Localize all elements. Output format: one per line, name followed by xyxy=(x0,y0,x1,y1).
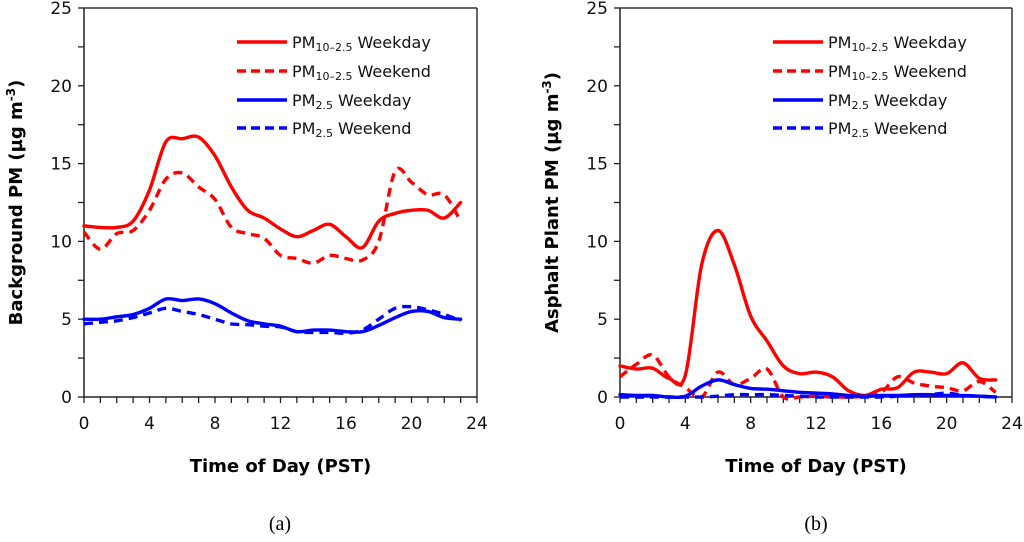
legend-entry-suffix: Weekend xyxy=(333,119,412,138)
legend-entry-subscript: 10–2.5 xyxy=(851,70,888,83)
x-tick-label: 0 xyxy=(615,414,626,434)
legend-entry-suffix: Weekday xyxy=(352,33,430,52)
legend-entry-base: PM xyxy=(828,33,851,52)
x-tick-label: 0 xyxy=(79,414,90,434)
y-tick-label: 10 xyxy=(50,232,72,252)
legend-entry-label: PM2.5 Weekday xyxy=(828,91,947,112)
y-axis-title-close: ) xyxy=(542,72,563,80)
legend-entry-suffix: Weekday xyxy=(888,33,966,52)
y-axis-title-superscript: -3 xyxy=(4,88,18,101)
x-tick-label: 24 xyxy=(466,414,488,434)
y-axis-title-superscript: -3 xyxy=(540,80,554,93)
legend-entry-label: PM10–2.5 Weekend xyxy=(292,62,431,83)
y-axis-title: Background PM (µg m-3) xyxy=(4,80,27,326)
y-tick-label: 5 xyxy=(597,310,608,330)
y-axis-title-main: Background PM (µg m xyxy=(6,101,27,325)
legend-entry-base: PM xyxy=(292,33,315,52)
y-tick-label: 25 xyxy=(50,0,72,19)
series-line-pm2-5-weekend xyxy=(620,391,996,399)
legend-entry-label: PM10–2.5 Weekday xyxy=(828,33,967,54)
legend-entry-base: PM xyxy=(828,91,851,110)
y-tick-label: 10 xyxy=(586,232,608,252)
legend-entry-label: PM10–2.5 Weekday xyxy=(292,33,431,54)
y-tick-label: 15 xyxy=(50,155,72,175)
legend-entry-base: PM xyxy=(292,91,315,110)
panel-label: (a) xyxy=(269,513,291,535)
series-line-pm10-2-5-weekday xyxy=(82,134,463,250)
y-tick-label: 20 xyxy=(50,77,72,97)
legend-entry-label: PM2.5 Weekend xyxy=(292,119,411,140)
y-tick-label: 0 xyxy=(61,388,72,408)
legend-entry-base: PM xyxy=(828,119,851,138)
y-axis-title-main: Asphalt Plant PM (µg m xyxy=(542,94,563,333)
y-axis-title: Asphalt Plant PM (µg m-3) xyxy=(540,72,563,333)
panel-label: (b) xyxy=(804,513,827,535)
legend-entry-suffix: Weekend xyxy=(888,62,967,81)
legend-entry-suffix: Weekday xyxy=(869,91,947,110)
legend-entry-subscript: 2.5 xyxy=(315,99,333,112)
panel-b: 0 4 8 12 16 20 24 0 5 10 15 20 25 Time of Day (PST) As… xyxy=(540,0,1023,535)
legend-entry-base: PM xyxy=(292,119,315,138)
legend-entry-label: PM10–2.5 Weekend xyxy=(828,62,967,83)
x-tick-label: 24 xyxy=(1001,414,1023,434)
legend-entry-subscript: 10–2.5 xyxy=(851,41,888,54)
legend-entry-suffix: Weekday xyxy=(333,91,411,110)
y-axis-title-close: ) xyxy=(6,80,27,88)
x-tick-label: 12 xyxy=(805,414,827,434)
y-tick-label: 5 xyxy=(61,310,72,330)
legend-entry-label: PM2.5 Weekday xyxy=(292,91,411,112)
legend-entry-subscript: 10–2.5 xyxy=(315,41,352,54)
legend-entry-subscript: 2.5 xyxy=(851,99,869,112)
x-tick-label: 8 xyxy=(210,414,221,434)
legend-entry-subscript: 10–2.5 xyxy=(315,70,352,83)
x-tick-label: 20 xyxy=(401,414,423,434)
legend-entry-base: PM xyxy=(828,62,851,81)
series-line-pm2-5-weekend xyxy=(83,304,462,335)
x-axis-title: Time of Day (PST) xyxy=(725,456,907,477)
x-axis-title: Time of Day (PST) xyxy=(190,456,372,477)
x-tick-label: 16 xyxy=(335,414,357,434)
legend-entry-subscript: 2.5 xyxy=(315,127,333,140)
x-tick-label: 8 xyxy=(745,414,756,434)
y-tick-label: 20 xyxy=(586,77,608,97)
legend-entry-suffix: Weekend xyxy=(352,62,431,81)
series-line-pm2-5-weekday xyxy=(82,296,463,334)
panel-a: 0 4 8 12 16 20 24 0 5 10 15 20 25 Time of Day (PST) Ba… xyxy=(4,0,488,535)
x-tick-label: 12 xyxy=(270,414,292,434)
legend-entry-label: PM2.5 Weekend xyxy=(828,119,947,140)
y-tick-label: 15 xyxy=(586,155,608,175)
y-tick-label: 25 xyxy=(586,0,608,19)
legend-entry-subscript: 2.5 xyxy=(851,127,869,140)
series-line-pm10-2-5-weekend xyxy=(82,166,463,265)
x-tick-label: 4 xyxy=(680,414,691,434)
legend-entry-suffix: Weekend xyxy=(869,119,948,138)
x-tick-label: 20 xyxy=(936,414,958,434)
x-tick-label: 4 xyxy=(144,414,155,434)
legend-entry-base: PM xyxy=(292,62,315,81)
series-line-pm10-2-5-weekday xyxy=(618,228,998,398)
x-tick-label: 16 xyxy=(871,414,893,434)
y-tick-label: 0 xyxy=(597,388,608,408)
